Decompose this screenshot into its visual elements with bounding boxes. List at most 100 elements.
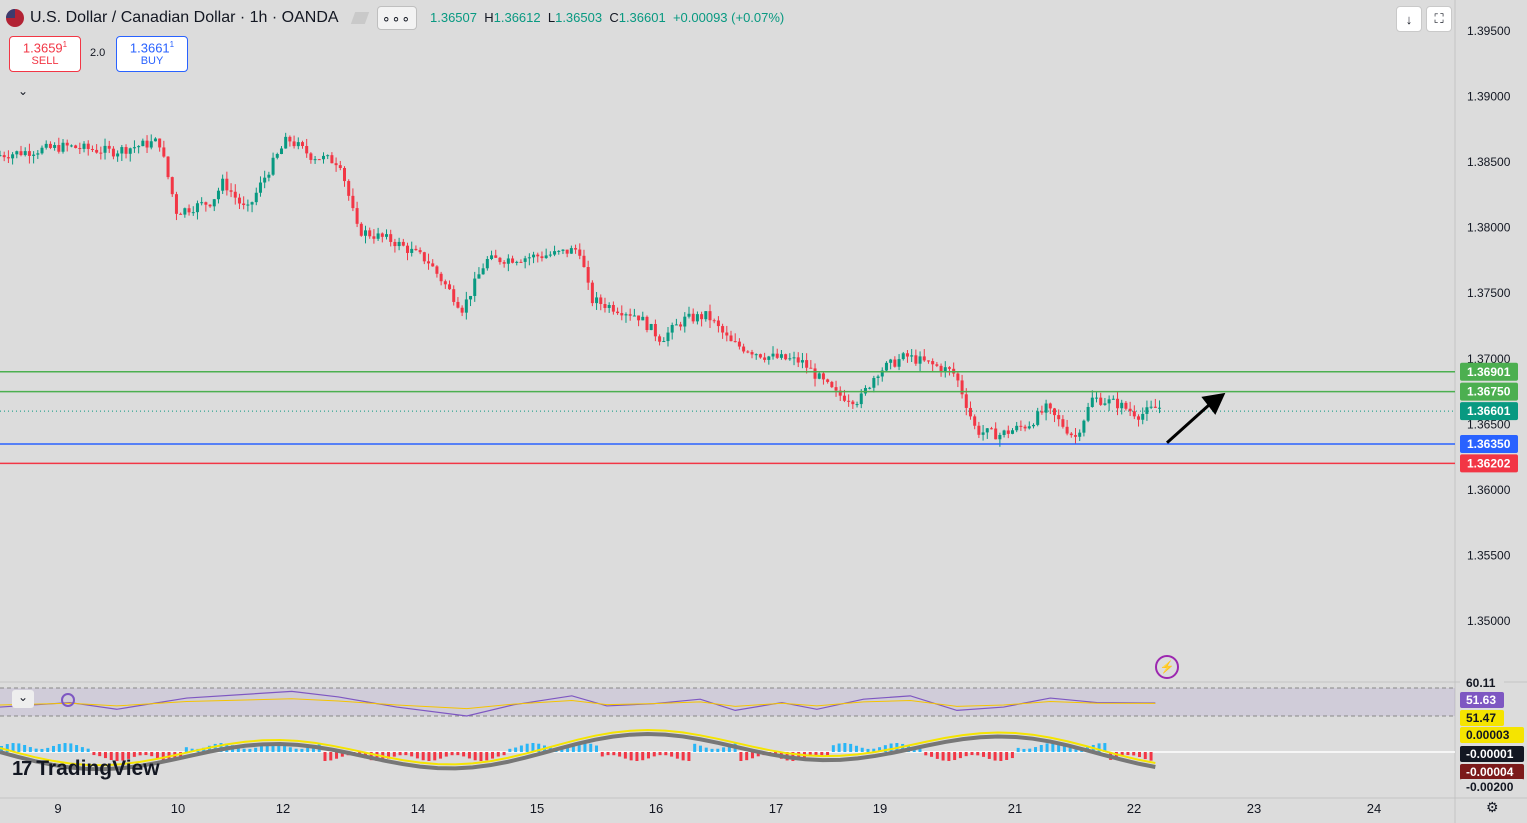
candle-body (334, 163, 338, 166)
candle-body (989, 428, 993, 430)
buy-price-small: 1 (169, 40, 175, 49)
osc-histogram-bar (826, 752, 830, 757)
osc-histogram-bar (63, 743, 67, 752)
osc-histogram-bar (415, 752, 419, 759)
candle-body (229, 190, 233, 192)
candle-body (502, 262, 506, 264)
candle-body (838, 390, 842, 396)
osc-histogram-bar (606, 752, 610, 756)
osc-histogram-bar (86, 748, 90, 752)
osc-label-c-bg (1460, 764, 1524, 780)
low-label: L (547, 10, 556, 25)
x-tick-label: 23 (1247, 801, 1261, 816)
candle-body (1082, 420, 1086, 433)
osc-histogram-bar (750, 752, 754, 759)
osc-histogram-bar (1132, 752, 1136, 756)
osc-histogram-bar (889, 743, 893, 752)
candle-body (460, 307, 464, 313)
candle-body (679, 324, 683, 327)
chevron-down-icon[interactable]: ⌄ (18, 84, 29, 98)
tradingview-logo[interactable]: 17 TradingView (12, 757, 160, 781)
sell-button[interactable]: 1.36591 SELL (9, 36, 81, 72)
osc-histogram-bar (646, 752, 650, 759)
osc-histogram-bar (525, 743, 529, 752)
osc-histogram-bar (127, 752, 131, 759)
osc-histogram-bar (271, 743, 275, 752)
candle-body (708, 311, 712, 321)
osc-histogram-bar (687, 752, 691, 761)
candle-body (1023, 426, 1027, 429)
osc-histogram-bar (427, 752, 431, 761)
candle-body (725, 332, 729, 336)
osc-histogram-bar (739, 752, 743, 761)
pane-chevron-icon[interactable]: ⌄ (12, 690, 34, 708)
y-tick-label: 1.37000 (1467, 352, 1511, 366)
osc-histogram-bar (993, 752, 997, 761)
candle-body (1124, 402, 1128, 409)
symbol-title: U.S. Dollar / Canadian Dollar · 1h · OAN… (30, 9, 339, 26)
candle-body (1099, 397, 1103, 405)
candle-body (179, 213, 183, 215)
candle-body (687, 313, 691, 317)
candle-body (569, 248, 573, 254)
candle-body (607, 304, 611, 308)
open-value: 1.36507 (430, 10, 477, 25)
osc-histogram-bar (854, 745, 858, 752)
osc-label-a-bg (1460, 727, 1524, 743)
osc-histogram-bar (485, 752, 489, 761)
osc-histogram-bar (756, 752, 760, 757)
osc-histogram-bar (1103, 743, 1107, 752)
more-options-button[interactable]: ∘∘∘ (376, 6, 417, 30)
candle-body (342, 167, 346, 182)
osc-histogram-bar (75, 745, 79, 752)
fullscreen-icon[interactable]: ⛶ (1426, 6, 1452, 32)
osc-histogram-bar (958, 752, 962, 759)
osc-histogram-bar (433, 752, 437, 761)
candle-body (977, 425, 981, 435)
candle-body (1107, 399, 1111, 404)
osc-histogram-bar (17, 743, 21, 752)
price-level-label: 1.36350 (1467, 437, 1511, 451)
osc-histogram-bar (161, 752, 165, 761)
candle-body (565, 249, 569, 254)
candle-body (586, 267, 590, 283)
candle-body (1002, 430, 1006, 435)
candle-body (1132, 411, 1136, 417)
osc-histogram-bar (710, 748, 714, 752)
download-arrow-icon[interactable]: ↓ (1396, 6, 1422, 32)
candle-body (947, 367, 951, 369)
candle-body (796, 357, 800, 363)
buy-label: BUY (140, 55, 164, 68)
candle-body (876, 376, 880, 378)
candle-body (1015, 425, 1019, 431)
close-value: 1.36601 (618, 10, 666, 25)
change-value: +0.00093 (+0.07%) (672, 10, 785, 25)
candle-body (981, 432, 985, 435)
candle-body (166, 156, 170, 178)
rsi-band (0, 688, 1455, 716)
symbol-header[interactable]: U.S. Dollar / Canadian Dollar · 1h · OAN… (6, 6, 417, 30)
candle-body (859, 393, 863, 405)
candle-body (553, 251, 557, 255)
candle-body (519, 261, 523, 263)
osc-histogram-bar (5, 744, 9, 752)
osc-histogram-bar (577, 743, 581, 752)
candle-body (666, 332, 670, 342)
candle-body (15, 151, 19, 155)
candle-body (1065, 426, 1069, 434)
settings-gear-icon[interactable]: ⚙ (1486, 799, 1499, 815)
buy-button[interactable]: 1.36611 BUY (116, 36, 188, 72)
osc-histogram-bar (329, 752, 333, 761)
lightning-icon[interactable]: ⚡ (1155, 655, 1179, 679)
osc-histogram-bar (1120, 752, 1124, 757)
candle-body (338, 165, 342, 168)
candle-body (536, 254, 540, 257)
candle-body (939, 365, 943, 372)
candle-body (380, 233, 384, 237)
candle-body (523, 258, 527, 262)
candle-body (561, 249, 565, 251)
osc-histogram-bar (878, 747, 882, 752)
candle-body (300, 142, 304, 146)
candle-body (410, 248, 414, 253)
